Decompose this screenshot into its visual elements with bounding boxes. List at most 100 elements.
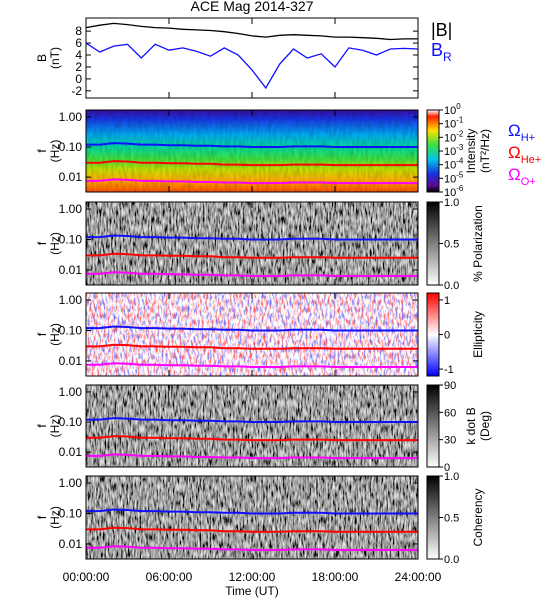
legend-name: Ω [508,165,521,184]
y-label-unit: (Hz) [48,506,62,529]
plot-frame [85,384,419,468]
colorbar-label: k dot B [464,407,478,444]
series-line [86,343,418,350]
colorbar-tick-text: 60 [444,407,456,419]
colorbar [426,384,440,468]
y-tick-label: 0.10 [59,232,83,246]
y-label: f [35,424,49,428]
series-line [86,417,418,423]
y-tick-label: 0.10 [59,323,83,337]
series-line [86,435,418,442]
colorbar-tick-exponent: -5 [456,170,464,179]
y-tick-label: 6 [75,36,82,50]
colorbar-label-unit: (Deg) [478,411,492,441]
colorbar-tick-text: 0.0 [444,554,459,566]
legend-subscript: H+ [521,132,535,144]
series-line [86,271,418,277]
y-tick-label: 0.01 [59,170,83,184]
y-tick-label: 1.00 [59,293,83,307]
spectrogram-texture [86,110,418,192]
colorbar-tick-label: 10-4 [444,157,464,172]
y-label-unit: (Hz) [48,323,62,346]
colorbar-tick-text: 10 [444,173,456,185]
colorbar-tick-label: 60 [444,407,456,419]
colorbar-tick-label: 10-5 [444,170,464,185]
series-line [86,178,418,185]
legend-subscript: He+ [521,154,542,166]
colorbar-tick-text: 10 [444,146,456,158]
colorbar-tick-label: 1.0 [444,471,459,483]
colorbar-tick-text: 0.5 [444,239,459,251]
colorbar-tick-text: 10 [444,105,456,117]
colorbar-tick-text: 1.0 [444,197,459,209]
colorbar-tick-label: 0.5 [444,513,459,525]
series-line [86,362,418,368]
y-label: f [35,241,49,245]
colorbar [426,201,440,286]
colorbar-tick-label: 0.0 [444,280,459,292]
y-label: B [35,54,49,62]
series-line [86,234,418,241]
y-label: f [35,149,49,153]
colorbar-tick-label: 0.0 [444,554,459,566]
y-tick-label: -2 [71,84,82,98]
legend-entry: ΩHe+ [508,143,541,166]
plot-frame [85,17,419,99]
series-line [85,22,418,41]
colorbar-tick-label: 100 [444,102,461,117]
y-tick-label: 2 [75,60,82,74]
legend-subscript: O+ [521,176,536,188]
colorbar [426,475,440,560]
y-tick-label: 0.10 [59,140,83,154]
colorbar-tick-label: 1.0 [444,197,459,209]
colorbar-tick-text: 10 [444,187,456,199]
colorbar [426,292,440,377]
y-label-unit: (Hz) [48,232,62,255]
series-line [86,545,418,551]
chart-title: ACE Mag 2014-327 [191,0,314,14]
y-label-unit: (nT) [48,47,62,69]
legend-entry: BR [431,40,452,64]
legend-name: Ω [508,121,521,140]
colorbar-tick-label: 0.5 [444,239,459,251]
colorbar-tick-exponent: -1 [456,116,464,125]
series-line [86,453,418,460]
colorbar-tick-label: 0 [444,330,450,342]
y-tick-label: 1.00 [59,110,83,124]
y-label: f [35,332,49,336]
y-tick-label: 0.10 [59,506,83,520]
series-line [86,526,418,533]
y-tick-label: 0.01 [59,354,83,368]
colorbar-tick-text: 10 [444,132,456,144]
colorbar-label: Coherency [471,488,485,546]
colorbar-label: Ellipticity [471,311,485,358]
x-tick-label: 00:00:00 [63,570,110,584]
colorbar-tick-text: 90 [444,380,456,392]
y-tick-label: 0.01 [59,537,83,551]
colorbar-label: % Polarization [471,205,485,282]
legend-entry: ΩH+ [508,121,535,144]
x-tick-label: 12:00:00 [229,570,276,584]
y-tick-label: 0.01 [59,445,83,459]
colorbar-tick-text: 1.0 [444,471,459,483]
x-tick-label: 24:00:00 [395,570,442,584]
y-tick-label: 0.01 [59,263,83,277]
x-label: Time (UT) [225,584,279,598]
series-line [86,142,418,148]
colorbar-tick-text: 0 [444,330,450,342]
y-tick-label: 4 [75,48,82,62]
series-line [86,252,418,259]
colorbar-tick-label: 90 [444,380,456,392]
plot-frame [85,201,419,286]
colorbar-tick-text: 0.5 [444,513,459,525]
colorbar-tick-exponent: -3 [456,143,464,152]
spectrogram-texture [86,293,418,376]
plot-frame [85,292,419,377]
x-tick-label: 06:00:00 [146,570,193,584]
series-line [86,325,418,332]
spectrogram-texture [86,202,418,285]
legend-name: B [431,40,443,60]
spectrogram-texture [86,385,418,467]
y-label-unit: (Hz) [48,415,62,438]
